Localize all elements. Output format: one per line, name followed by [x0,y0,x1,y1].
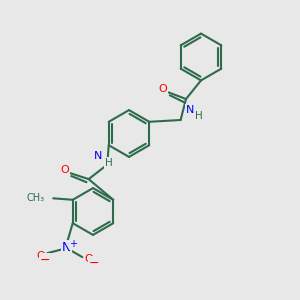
Text: N: N [94,151,102,161]
Text: −: − [88,257,99,270]
Text: O: O [60,165,69,175]
Text: CH₃: CH₃ [27,193,45,203]
Text: O: O [85,254,93,264]
Text: H: H [195,110,203,121]
Text: O: O [36,250,45,261]
Text: N: N [62,241,71,254]
Text: +: + [69,239,77,249]
Text: H: H [105,158,112,168]
Text: N: N [185,104,194,115]
Text: −: − [40,254,50,267]
Text: O: O [159,84,168,94]
